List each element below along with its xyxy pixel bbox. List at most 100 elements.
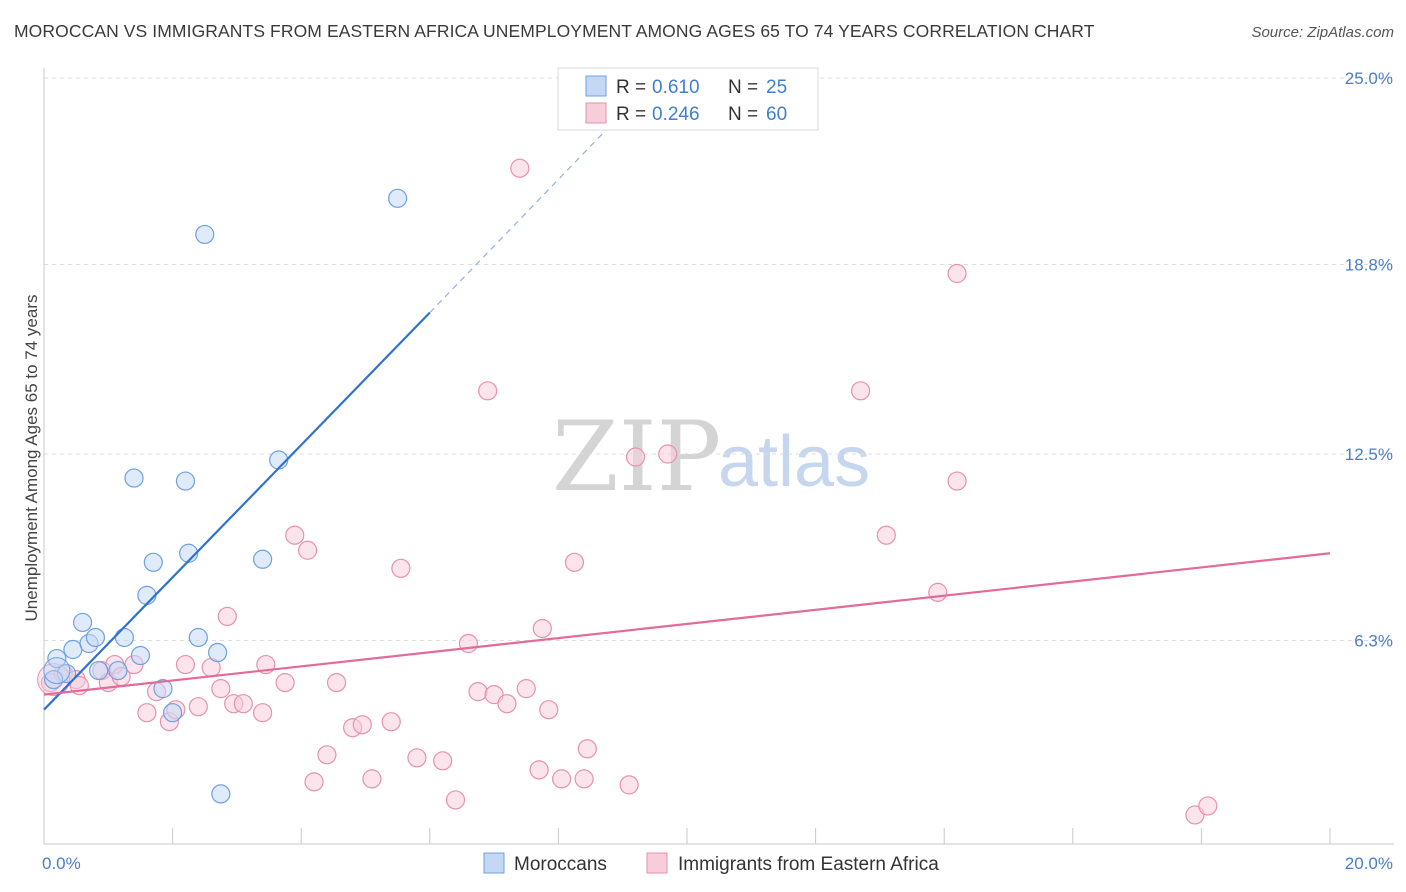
chart-title: MOROCCAN VS IMMIGRANTS FROM EASTERN AFRI…	[14, 21, 1095, 41]
correlation-legend: R = 0.610 N = 25 R = 0.246 N = 60	[557, 67, 819, 131]
data-point	[72, 612, 93, 633]
grid-lines	[44, 77, 1394, 641]
data-point	[211, 784, 231, 804]
trend-lines	[43, 125, 1331, 711]
data-point-cluster	[43, 657, 71, 685]
x-tick-label-min: 0.0%	[42, 854, 81, 873]
x-tick-label-max: 20.0%	[1345, 854, 1393, 873]
data-point	[188, 697, 208, 717]
data-point	[143, 552, 163, 572]
series-legend: Moroccans Immigrants from Eastern Africa	[483, 852, 939, 875]
data-point	[478, 381, 498, 401]
data-point	[124, 468, 144, 488]
data-point	[114, 627, 134, 648]
data-point	[89, 660, 109, 681]
bottom-legend-swatch-moroccans	[483, 852, 505, 874]
data-point	[85, 627, 106, 648]
y-tick-labels: 6.3% 12.5% 18.8% 25.0%	[1345, 69, 1393, 650]
data-point	[175, 471, 196, 491]
data-point	[188, 627, 208, 648]
data-point	[317, 745, 337, 765]
data-point	[497, 694, 517, 714]
data-point	[516, 679, 536, 699]
source-credit: Source: ZipAtlas.com	[1251, 24, 1394, 41]
data-point	[625, 447, 646, 467]
legend-n-label-2: N =	[728, 104, 758, 125]
series-immigrants-points	[37, 158, 1218, 825]
y-axis-label: Unemployment Among Ages 65 to 74 years	[22, 295, 41, 622]
data-point	[577, 739, 597, 759]
data-point	[529, 760, 549, 780]
data-point	[233, 694, 253, 714]
data-point	[391, 558, 411, 578]
watermark-atlas: atlas	[718, 422, 870, 502]
data-point	[130, 645, 151, 666]
data-point	[851, 381, 871, 401]
y-tick-label: 25.0%	[1345, 69, 1393, 88]
data-point	[947, 263, 967, 284]
data-point	[876, 525, 896, 545]
trend-line-immigrants	[43, 552, 1331, 696]
data-point	[433, 751, 453, 771]
legend-r-value-1: 0.610	[652, 77, 700, 98]
data-point	[510, 158, 530, 178]
legend-n-value-1: 25	[766, 77, 787, 98]
data-point	[564, 552, 585, 572]
data-point	[275, 673, 295, 693]
x-tick-marks	[172, 828, 1331, 844]
data-point	[326, 673, 347, 693]
legend-r-value-2: 0.246	[652, 104, 700, 125]
data-point	[253, 549, 273, 569]
data-point	[269, 450, 289, 470]
data-point	[304, 772, 324, 792]
legend-r-label-1: R =	[616, 77, 646, 98]
data-point	[208, 642, 228, 663]
data-point	[352, 715, 372, 735]
data-point	[211, 679, 231, 699]
bottom-legend-label-moroccans: Moroccans	[514, 854, 607, 875]
data-point	[298, 540, 318, 560]
data-point	[1198, 796, 1218, 816]
data-point	[552, 769, 572, 789]
data-point	[253, 703, 273, 723]
data-point	[947, 471, 967, 491]
data-point	[44, 669, 64, 690]
trend-line-moroccans-extension	[429, 125, 611, 314]
data-point	[137, 585, 157, 605]
y-tick-label: 12.5%	[1345, 445, 1393, 464]
trend-line-moroccans	[43, 311, 431, 711]
data-point	[458, 633, 478, 654]
legend-n-value-2: 60	[766, 104, 787, 125]
data-point	[63, 639, 83, 660]
data-point	[928, 582, 948, 602]
data-point	[388, 188, 408, 208]
legend-swatch-moroccans	[585, 75, 607, 97]
bottom-legend-label-immigrants: Immigrants from Eastern Africa	[678, 854, 939, 875]
data-point	[381, 712, 401, 732]
data-point	[619, 775, 639, 795]
data-point	[137, 703, 157, 723]
legend-n-label-1: N =	[728, 77, 758, 98]
y-tick-label: 6.3%	[1354, 631, 1393, 650]
data-point	[445, 790, 466, 810]
data-point	[362, 769, 382, 789]
y-tick-label: 18.8%	[1345, 255, 1393, 274]
series-moroccans-points	[43, 188, 408, 804]
data-point	[108, 660, 128, 681]
data-point	[532, 618, 552, 639]
data-point	[574, 769, 594, 789]
data-point	[658, 444, 678, 464]
data-point	[468, 682, 488, 702]
data-point	[175, 654, 196, 675]
legend-swatch-immigrants	[585, 102, 607, 124]
data-point	[163, 703, 183, 723]
data-point	[285, 525, 305, 545]
bottom-legend-swatch-immigrants	[646, 852, 668, 874]
data-point	[153, 679, 173, 699]
data-point	[195, 224, 215, 245]
data-point	[217, 606, 237, 627]
data-point	[539, 700, 559, 720]
data-point	[407, 748, 427, 768]
data-point	[47, 648, 67, 669]
